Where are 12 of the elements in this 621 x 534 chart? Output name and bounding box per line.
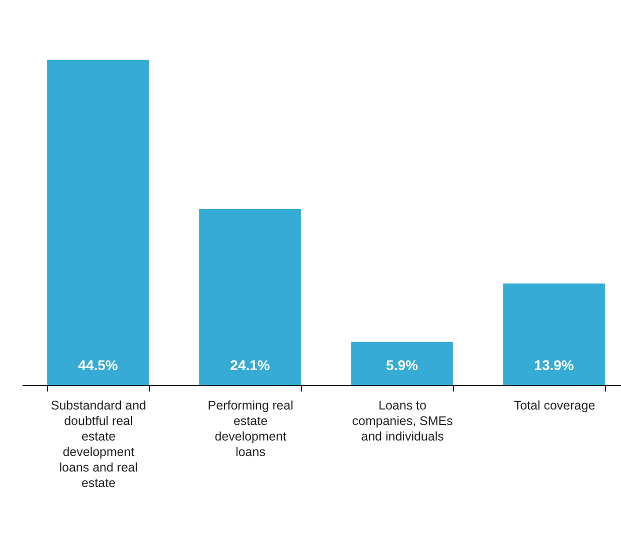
x-tick-label: Performing real estate development loans xyxy=(208,398,294,459)
data-label: 44.5% xyxy=(78,357,118,373)
bar xyxy=(199,208,301,385)
x-tick-label: Substandard and doubtful real estate development loans and real estate xyxy=(50,398,146,490)
bar xyxy=(351,342,453,385)
bar xyxy=(503,283,605,385)
bar xyxy=(47,60,149,385)
data-label: 24.1% xyxy=(230,357,270,373)
data-label: 5.9% xyxy=(386,357,418,373)
x-tick-label: Loans to companies, SMEs and individuals xyxy=(352,398,453,444)
data-label: 13.9% xyxy=(534,357,574,373)
x-tick-label: Total coverage xyxy=(514,398,596,412)
